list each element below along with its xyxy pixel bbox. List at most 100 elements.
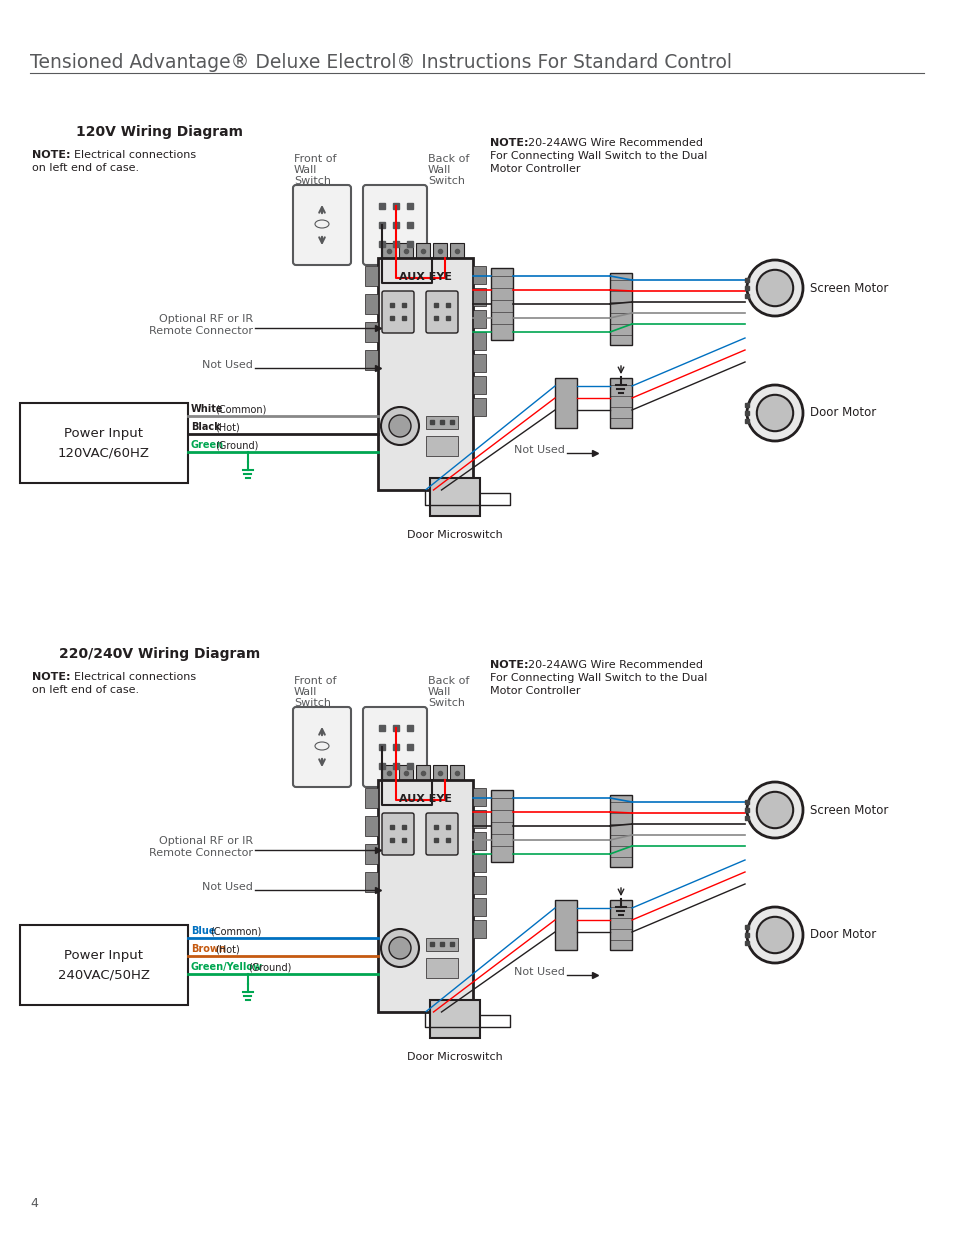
Bar: [473, 832, 485, 850]
Bar: [450, 764, 463, 781]
Bar: [555, 378, 577, 429]
Text: (Hot): (Hot): [214, 944, 239, 953]
Bar: [20, 403, 188, 483]
Text: Switch: Switch: [428, 698, 464, 708]
Circle shape: [380, 929, 418, 967]
Circle shape: [380, 408, 418, 445]
Text: Remote Connector: Remote Connector: [149, 326, 253, 336]
Text: Green: Green: [191, 440, 224, 450]
Circle shape: [756, 269, 792, 306]
Text: Door Motor: Door Motor: [809, 929, 876, 941]
Bar: [473, 853, 485, 872]
Circle shape: [756, 792, 792, 829]
Text: White: White: [191, 404, 223, 414]
Bar: [473, 266, 485, 284]
Text: Wall: Wall: [428, 165, 451, 175]
Text: For Connecting Wall Switch to the Dual: For Connecting Wall Switch to the Dual: [490, 151, 706, 161]
Bar: [377, 781, 473, 1011]
Text: on left end of case.: on left end of case.: [32, 685, 139, 695]
Text: Not Used: Not Used: [202, 882, 253, 892]
Text: Door Microswitch: Door Microswitch: [407, 530, 502, 540]
Circle shape: [756, 916, 792, 953]
Text: (Common): (Common): [210, 926, 261, 936]
Text: AUX EYE: AUX EYE: [398, 272, 452, 282]
FancyBboxPatch shape: [426, 813, 457, 855]
Text: 20-24AWG Wire Recommended: 20-24AWG Wire Recommended: [527, 138, 702, 148]
Text: Back of: Back of: [428, 154, 469, 164]
FancyBboxPatch shape: [363, 706, 427, 787]
Bar: [473, 398, 485, 416]
Bar: [426, 416, 457, 429]
Bar: [609, 273, 631, 345]
Text: Motor Controller: Motor Controller: [490, 685, 579, 697]
Text: Front of: Front of: [294, 154, 336, 164]
Bar: [398, 243, 413, 258]
Text: on left end of case.: on left end of case.: [32, 163, 139, 173]
Text: Brown: Brown: [191, 944, 226, 953]
Bar: [365, 788, 377, 808]
Text: 120V Wiring Diagram: 120V Wiring Diagram: [76, 125, 243, 140]
Bar: [365, 872, 377, 892]
Circle shape: [389, 937, 411, 960]
Bar: [365, 322, 377, 342]
Bar: [426, 958, 457, 978]
Circle shape: [389, 415, 411, 437]
Bar: [491, 268, 513, 340]
Bar: [473, 898, 485, 916]
Bar: [473, 310, 485, 329]
Text: NOTE:: NOTE:: [32, 149, 71, 161]
Bar: [416, 243, 430, 258]
Circle shape: [746, 906, 802, 963]
Text: (Ground): (Ground): [214, 440, 258, 450]
Text: NOTE:: NOTE:: [490, 138, 528, 148]
Bar: [473, 375, 485, 394]
Bar: [377, 258, 473, 490]
Text: Wall: Wall: [428, 687, 451, 697]
FancyBboxPatch shape: [381, 813, 414, 855]
Text: Black: Black: [191, 422, 220, 432]
Text: Electrical connections: Electrical connections: [74, 672, 196, 682]
Text: Green/Yellow: Green/Yellow: [191, 962, 263, 972]
Text: Electrical connections: Electrical connections: [74, 149, 196, 161]
Bar: [433, 764, 447, 781]
Bar: [365, 844, 377, 864]
Text: Remote Connector: Remote Connector: [149, 848, 253, 858]
Bar: [609, 900, 631, 950]
Text: (Hot): (Hot): [214, 422, 239, 432]
Bar: [430, 478, 479, 516]
Text: Motor Controller: Motor Controller: [490, 164, 579, 174]
Text: 4: 4: [30, 1197, 38, 1210]
Bar: [473, 788, 485, 806]
Bar: [491, 790, 513, 862]
FancyBboxPatch shape: [363, 185, 427, 266]
Text: Screen Motor: Screen Motor: [809, 282, 887, 294]
Text: NOTE:: NOTE:: [32, 672, 71, 682]
Bar: [20, 925, 188, 1005]
Bar: [473, 288, 485, 306]
Bar: [473, 354, 485, 372]
FancyBboxPatch shape: [426, 291, 457, 333]
Text: Screen Motor: Screen Motor: [809, 804, 887, 816]
Circle shape: [756, 395, 792, 431]
Text: 220/240V Wiring Diagram: 220/240V Wiring Diagram: [59, 647, 260, 661]
Bar: [609, 795, 631, 867]
Text: Not Used: Not Used: [202, 359, 253, 370]
Bar: [365, 266, 377, 287]
Text: Wall: Wall: [294, 165, 317, 175]
FancyBboxPatch shape: [293, 706, 351, 787]
Bar: [473, 876, 485, 894]
Text: Switch: Switch: [428, 177, 464, 186]
Text: (Ground): (Ground): [249, 962, 292, 972]
Bar: [426, 436, 457, 456]
Text: (Common): (Common): [214, 404, 266, 414]
Bar: [365, 816, 377, 836]
Circle shape: [746, 261, 802, 316]
Text: Door Microswitch: Door Microswitch: [407, 1052, 502, 1062]
Bar: [381, 243, 395, 258]
Bar: [555, 900, 577, 950]
Text: Optional RF or IR: Optional RF or IR: [159, 314, 253, 324]
Bar: [398, 764, 413, 781]
Text: Wall: Wall: [294, 687, 317, 697]
Bar: [433, 243, 447, 258]
Text: Blue: Blue: [191, 926, 215, 936]
